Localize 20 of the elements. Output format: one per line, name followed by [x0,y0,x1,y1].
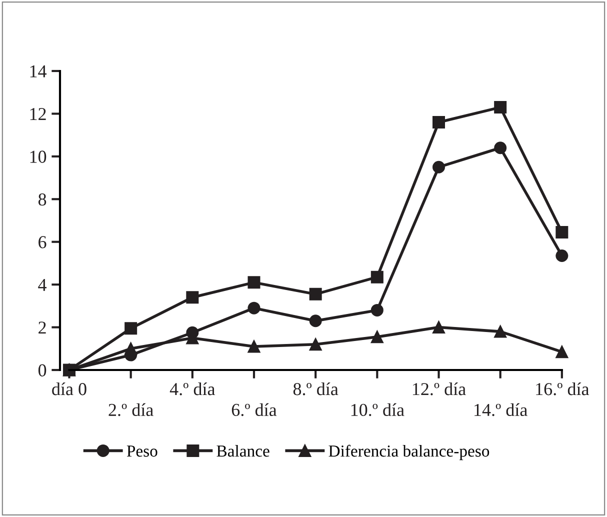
x-tick-label: 6.º día [232,403,277,416]
x-tick-label: 2.º día [108,403,154,416]
y-tick-label: 6 [38,236,46,248]
x-tick-label: 14.º día [474,403,528,416]
x-tick-label: día 0 [52,382,86,396]
y-tick-label: 12 [30,108,46,120]
legend-label: Diferencia balance-peso [328,444,490,460]
x-tick-label: 16.º día [536,382,590,396]
x-tick-label: 8.º día [293,382,338,396]
legend-label: Balance [216,444,270,457]
y-tick-label: 0 [38,364,46,376]
y-tick-label: 10 [30,150,46,163]
x-tick-label: 12.º día [412,382,466,396]
y-tick-label: 4 [38,278,47,291]
y-tick-label: 14 [30,65,47,78]
x-tick-label: 4.º día [170,382,216,396]
y-tick-label: 2 [38,322,46,334]
x-tick-label: 10.º día [351,403,404,416]
legend-label: Peso [126,446,158,457]
y-tick-label: 8 [38,193,46,206]
